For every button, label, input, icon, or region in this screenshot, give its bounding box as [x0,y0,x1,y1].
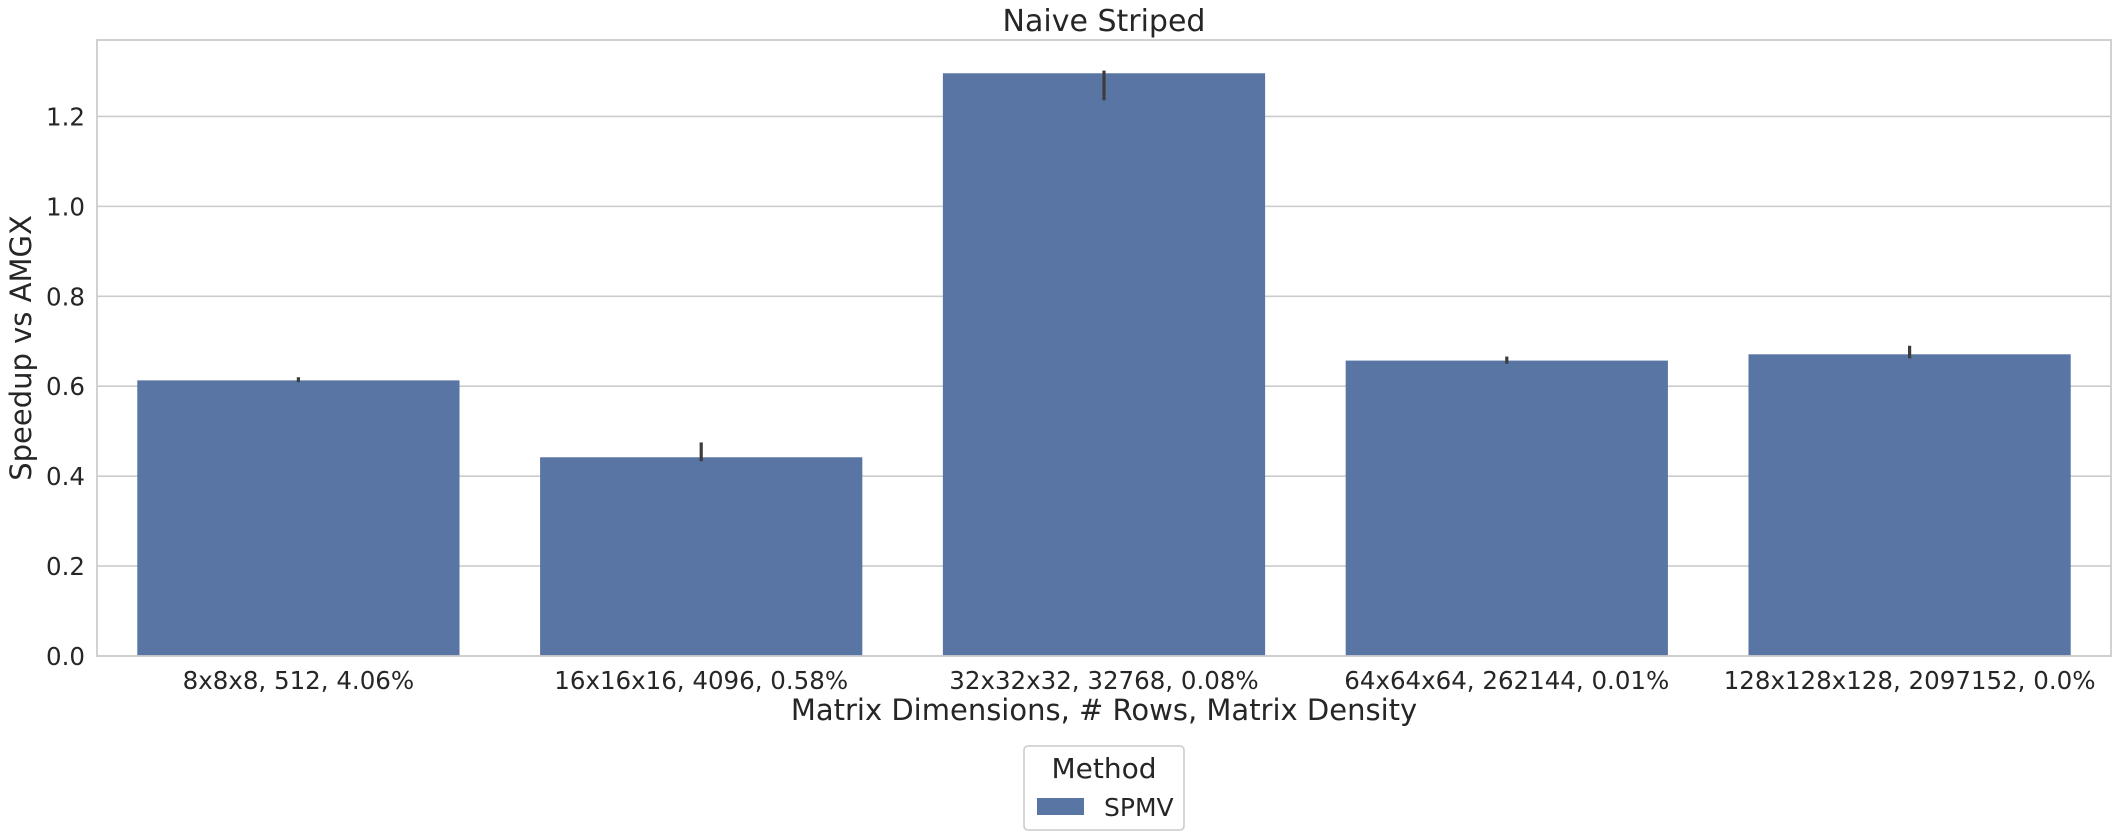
x-axis-ticks: 8x8x8, 512, 4.06% 16x16x16, 4096, 0.58% 32… [183,666,2096,695]
y-tick-label: 0.2 [46,552,85,581]
chart-title: Naive Striped [1003,4,1206,39]
bar [1345,360,1668,656]
y-tick-label: 0.4 [46,462,85,491]
legend-swatch-spmv [1037,798,1084,815]
y-tick-label: 0.0 [46,642,85,671]
y-axis-label: Speedup vs AMGX [4,215,38,481]
legend: Method SPMV [1023,745,1185,831]
y-tick-label: 1.0 [46,192,85,221]
bar [540,457,863,656]
legend-title: Method [1051,752,1156,785]
y-tick-label: 0.8 [46,282,85,311]
x-tick-label: 32x32x32, 32768, 0.08% [949,666,1258,695]
y-tick-label: 0.6 [46,372,85,401]
x-tick-label: 16x16x16, 4096, 0.58% [554,666,848,695]
bar [1748,354,2071,656]
bar [137,380,460,656]
y-tick-label: 1.2 [46,102,85,131]
x-axis-label: Matrix Dimensions, # Rows, Matrix Densit… [791,693,1417,727]
x-tick-label: 8x8x8, 512, 4.06% [183,666,415,695]
plot-frame [96,39,2112,657]
y-axis-ticks: 0.0 0.2 0.4 0.6 0.8 1.0 1.2 [46,102,85,671]
legend-label-spmv: SPMV [1104,793,1174,822]
x-tick-label: 64x64x64, 262144, 0.01% [1344,666,1669,695]
bars [137,73,2071,656]
error-bars [296,70,1912,462]
bar [942,73,1266,656]
x-tick-label: 128x128x128, 2097152, 0.0% [1724,666,2096,695]
